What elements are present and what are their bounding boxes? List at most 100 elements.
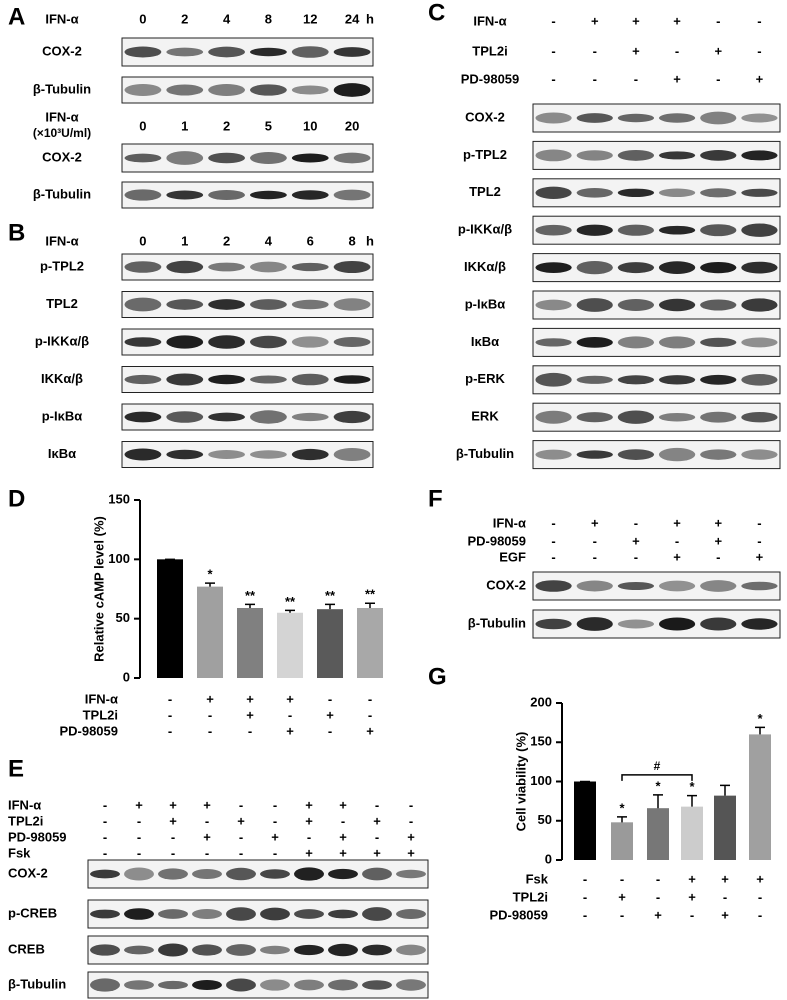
band (124, 980, 154, 990)
blot-label: COX-2 (8, 865, 48, 880)
condition-sign: - (551, 71, 555, 86)
band (294, 944, 324, 956)
band (124, 337, 162, 347)
condition-sign: + (714, 533, 722, 548)
condition-label: IFN-α (8, 797, 41, 812)
condition-label: PD-98059 (489, 907, 548, 922)
band (291, 46, 329, 58)
band (535, 338, 572, 347)
condition-sign: + (373, 813, 381, 828)
band (700, 299, 737, 311)
bar (157, 559, 183, 678)
band (658, 447, 696, 462)
band (192, 868, 222, 880)
header-label: IFN-α (45, 11, 78, 26)
band (535, 149, 572, 162)
blot-label: IKKα/β (464, 259, 506, 274)
band (396, 869, 426, 879)
condition-sign: - (593, 549, 597, 564)
band (617, 581, 655, 591)
significance-label: * (757, 711, 763, 726)
condition-sign: - (620, 871, 624, 886)
panel-letter: E (8, 755, 24, 782)
blot-label: IκBα (471, 334, 499, 349)
blot-frame (532, 365, 781, 395)
band (700, 411, 737, 423)
band (535, 618, 572, 630)
band (208, 374, 245, 385)
condition-sign: - (205, 813, 209, 828)
condition-label: Fsk (526, 871, 549, 886)
condition-sign: + (721, 871, 729, 886)
band (208, 412, 245, 422)
band (535, 580, 572, 592)
band (576, 260, 613, 275)
significance-label: * (207, 567, 213, 582)
lane-label: 2 (181, 11, 188, 26)
error-bar (325, 603, 335, 610)
band (208, 46, 245, 58)
bar (714, 795, 736, 860)
blot-frame (121, 181, 374, 209)
condition-sign: - (375, 797, 379, 812)
condition-sign: - (634, 71, 638, 86)
bar (237, 607, 263, 678)
band (396, 979, 426, 991)
blot-frame (532, 327, 781, 357)
band (700, 150, 737, 161)
band (208, 335, 245, 349)
blot-label: TPL2 (469, 184, 501, 199)
band (741, 261, 778, 274)
panel-letter: G (428, 663, 447, 690)
condition-sign: + (756, 71, 764, 86)
unit-label: h (366, 11, 374, 26)
blot-label: ERK (471, 409, 499, 424)
band (333, 410, 371, 424)
blot-frame (121, 403, 374, 431)
band (166, 335, 204, 349)
condition-sign: - (239, 829, 243, 844)
condition-sign: - (551, 43, 555, 58)
band (658, 336, 696, 349)
lane-label: 20 (345, 118, 359, 133)
blot-label: β-Tubulin (8, 976, 66, 991)
significance-label: * (619, 800, 625, 815)
condition-sign: - (171, 829, 175, 844)
condition-label: TPL2i (83, 707, 118, 722)
band (741, 150, 778, 161)
condition-sign: + (632, 43, 640, 58)
condition-sign: - (368, 691, 372, 706)
band (617, 262, 655, 274)
unit-label: (×10³U/ml) (33, 126, 91, 140)
blot-label: β-Tubulin (468, 615, 526, 630)
band (166, 373, 204, 386)
condition-sign: + (756, 871, 764, 886)
condition-sign: - (757, 533, 761, 548)
bar (357, 607, 383, 678)
y-tick-label: 100 (530, 773, 552, 788)
condition-sign: + (339, 829, 347, 844)
band (166, 84, 204, 96)
condition-sign: - (409, 797, 413, 812)
condition-sign: + (688, 871, 696, 886)
condition-label: TPL2i (472, 43, 507, 58)
condition-sign: - (551, 549, 555, 564)
condition-sign: + (237, 813, 245, 828)
band (576, 298, 613, 312)
band (226, 867, 256, 881)
condition-sign: + (203, 797, 211, 812)
lane-label: 0 (139, 118, 146, 133)
y-tick-label: 200 (530, 694, 552, 709)
band (166, 47, 204, 57)
lane-label: 2 (223, 233, 230, 248)
blot-label: p-IKKα/β (458, 222, 512, 237)
condition-sign: - (723, 889, 727, 904)
band (124, 374, 162, 385)
band (658, 225, 696, 235)
band (124, 46, 162, 58)
header-label: IFN-α (45, 233, 78, 248)
blot-frame (121, 143, 374, 173)
comparison-bracket (621, 774, 693, 781)
condition-sign: + (714, 515, 722, 530)
band (250, 410, 287, 424)
